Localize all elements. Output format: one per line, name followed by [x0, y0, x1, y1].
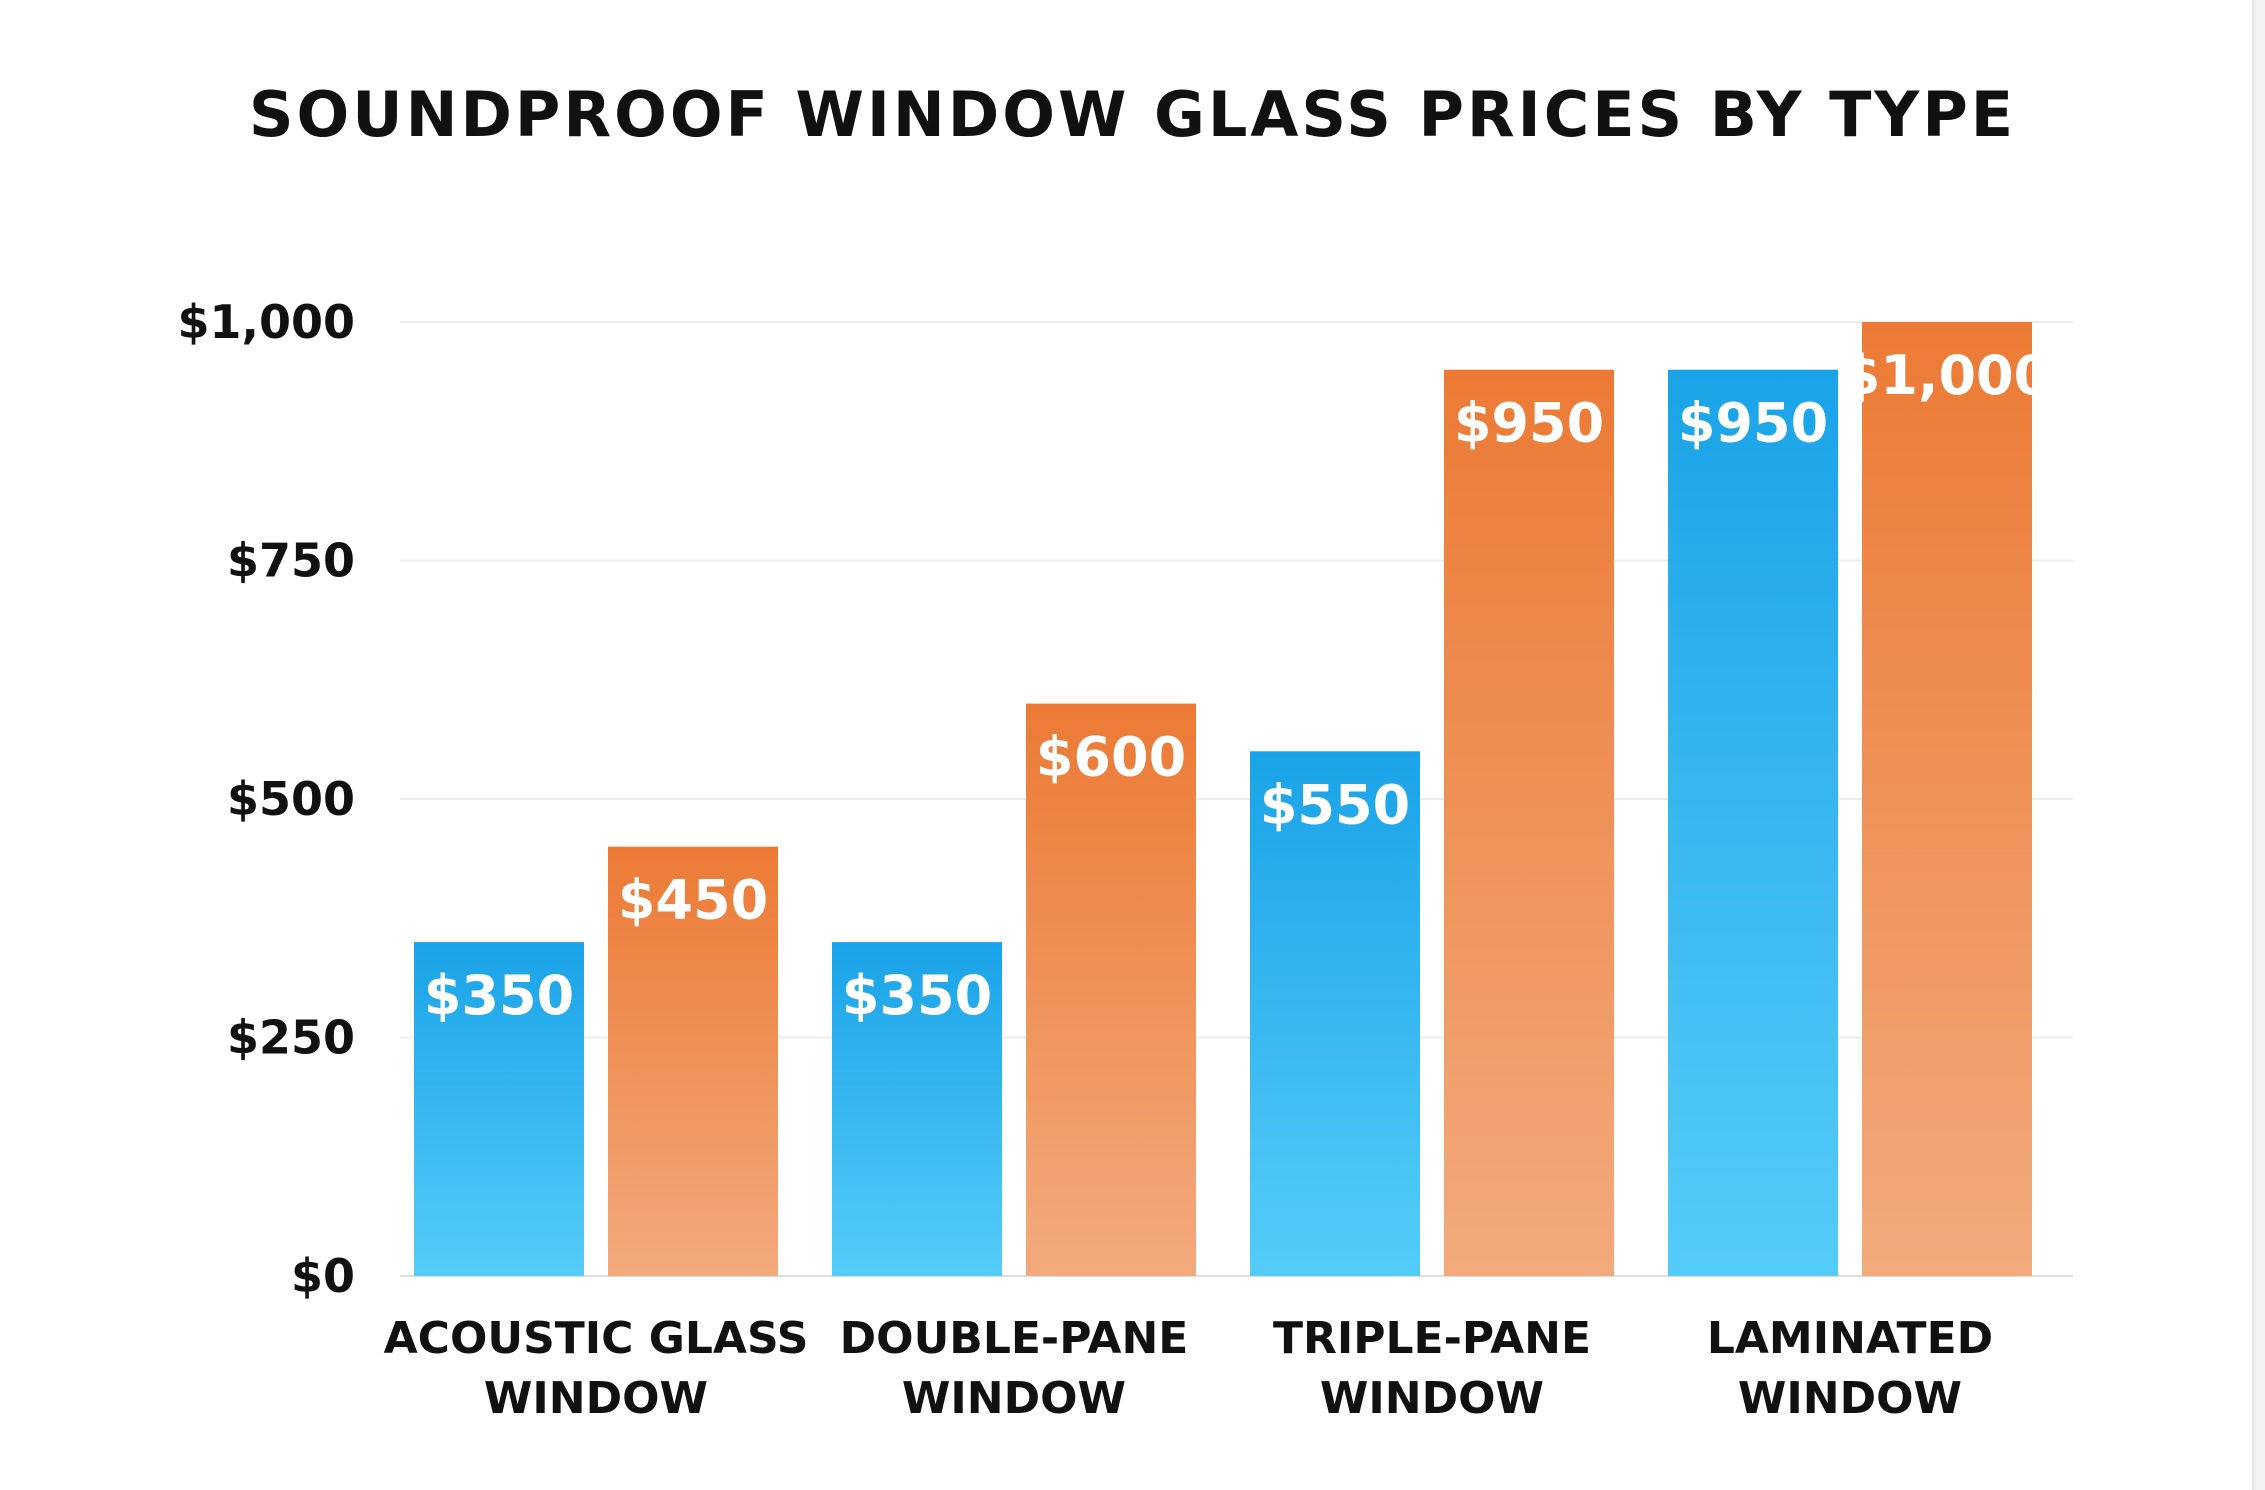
y-tick-label: $0 [291, 1249, 355, 1303]
x-category-label: WINDOW [1320, 1373, 1544, 1424]
bar-value-label: $950 [1454, 392, 1604, 455]
bar [1250, 751, 1420, 1276]
x-category-label: ACOUSTIC GLASS [384, 1313, 809, 1364]
bars [414, 322, 2032, 1276]
y-tick-label: $750 [227, 534, 355, 588]
labels: $0 $250 $500 $750 $1,000 $350 $450 ACOUSTIC GLA… [177, 295, 2051, 1424]
x-category-label: TRIPLE-PANE [1273, 1313, 1591, 1364]
bar [832, 942, 1002, 1276]
bar [1026, 703, 1196, 1276]
x-category-label: DOUBLE-PANE [840, 1313, 1189, 1364]
bar [414, 942, 584, 1276]
bar [1444, 369, 1614, 1276]
y-tick-label: $500 [227, 772, 355, 826]
bar-value-label: $600 [1036, 726, 1186, 789]
y-tick-label: $250 [227, 1011, 355, 1065]
x-category-label: WINDOW [484, 1373, 708, 1424]
x-category-label: WINDOW [1738, 1373, 1962, 1424]
y-tick-label: $1,000 [177, 295, 355, 349]
bar [1862, 322, 2032, 1276]
bar-value-label: $550 [1260, 773, 1410, 836]
bar [1668, 369, 1838, 1276]
x-category-label: WINDOW [902, 1373, 1126, 1424]
chart-title: SOUNDPROOF WINDOW GLASS PRICES BY TYPE [248, 78, 2017, 151]
bar-value-label: $950 [1678, 392, 1828, 455]
bar-value-label: $350 [842, 964, 992, 1027]
bar-value-label: $450 [618, 869, 768, 932]
bar-value-label: $350 [424, 964, 574, 1027]
bar [608, 846, 778, 1276]
x-category-label: LAMINATED [1707, 1313, 1993, 1364]
bar-value-label: $1,000 [1843, 344, 2051, 407]
